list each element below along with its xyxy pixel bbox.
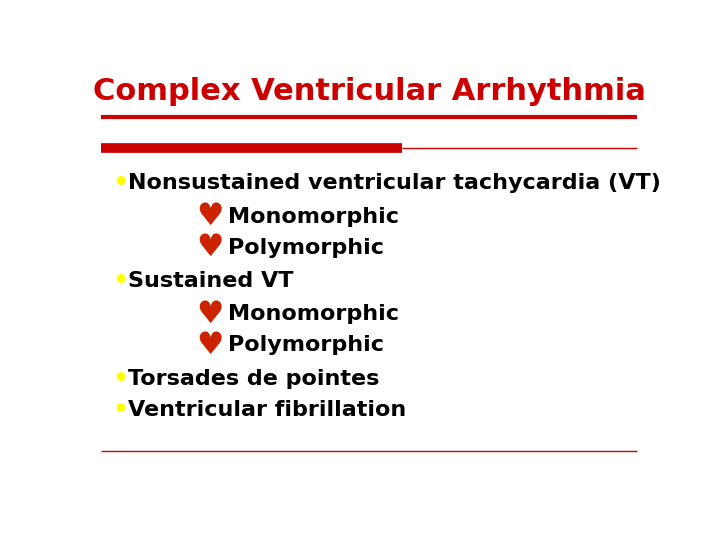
Text: •: • bbox=[112, 367, 128, 391]
Text: Sustained VT: Sustained VT bbox=[128, 271, 294, 291]
Text: Polymorphic: Polymorphic bbox=[228, 238, 384, 258]
Text: Complex Ventricular Arrhythmia: Complex Ventricular Arrhythmia bbox=[93, 77, 645, 106]
Text: •: • bbox=[112, 171, 128, 195]
Text: Polymorphic: Polymorphic bbox=[228, 335, 384, 355]
Text: ♥: ♥ bbox=[196, 202, 223, 231]
Text: ♥: ♥ bbox=[196, 331, 223, 360]
Text: Nonsustained ventricular tachycardia (VT): Nonsustained ventricular tachycardia (VT… bbox=[128, 173, 661, 193]
Text: ♥: ♥ bbox=[196, 233, 223, 262]
Text: •: • bbox=[112, 398, 128, 422]
Text: Monomorphic: Monomorphic bbox=[228, 304, 400, 325]
Text: •: • bbox=[112, 269, 128, 293]
Text: ♥: ♥ bbox=[196, 300, 223, 329]
Text: Torsades de pointes: Torsades de pointes bbox=[128, 369, 379, 389]
Text: Ventricular fibrillation: Ventricular fibrillation bbox=[128, 400, 406, 420]
Text: Monomorphic: Monomorphic bbox=[228, 207, 400, 227]
